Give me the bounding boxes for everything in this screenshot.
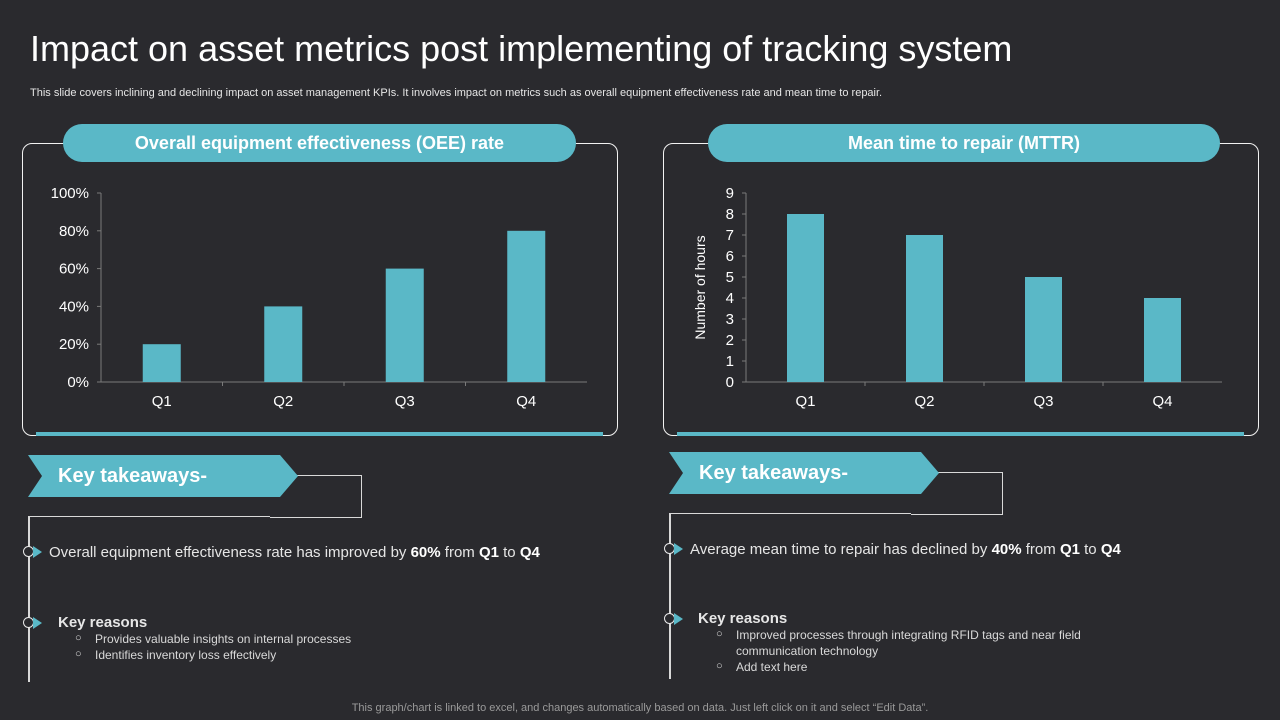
left-point-start: Q1: [478, 544, 499, 561]
x-tick-label: Q4: [516, 393, 536, 410]
y-tick-label: 3: [726, 311, 734, 328]
left-key-reasons-heading: Key reasons: [58, 614, 148, 631]
left-takeaways-connector: [270, 475, 362, 518]
left-timeline-line: [28, 516, 30, 682]
right-point-start: Q1: [1059, 541, 1080, 558]
right-reason-item: Improved processes through integrating R…: [716, 628, 1081, 642]
left-point-text: Overall equipment effectiveness rate has…: [49, 544, 411, 561]
bar-q3: [385, 268, 424, 382]
bar-q4: [1144, 298, 1181, 382]
right-reason-item-continued: communication technology: [736, 644, 879, 658]
y-tick-label: 2: [726, 332, 734, 349]
page-title: Impact on asset metrics post implementin…: [30, 28, 1013, 69]
bar-q4: [507, 230, 546, 382]
right-point-arrow-icon: [674, 543, 683, 555]
left-takeaway-point: Overall equipment effectiveness rate has…: [49, 544, 540, 561]
right-timeline-line: [669, 513, 671, 679]
x-tick-label: Q4: [1152, 393, 1172, 410]
x-tick-label: Q2: [914, 393, 934, 410]
mttr-panel-accent-bar: [677, 432, 1244, 436]
right-point-to: to: [1079, 541, 1101, 558]
right-takeaways-connector: [911, 472, 1003, 515]
y-tick-label: 9: [726, 185, 734, 202]
bar-q2: [906, 235, 943, 382]
mttr-chart-heading: Mean time to repair (MTTR): [708, 124, 1220, 162]
left-key-takeaways-banner: Key takeaways-: [28, 455, 298, 497]
y-axis-title: Number of hours: [692, 235, 708, 339]
left-reason-item: Identifies inventory loss effectively: [75, 648, 276, 662]
y-tick-label: 6: [726, 248, 734, 265]
bar-q1: [787, 214, 824, 382]
right-takeaway-point: Average mean time to repair has declined…: [690, 541, 1121, 558]
y-tick-label: 7: [726, 227, 734, 244]
right-reason-item: Add text here: [716, 660, 808, 674]
bar-q2: [264, 306, 303, 382]
right-key-reasons-heading: Key reasons: [698, 610, 788, 627]
y-tick-label: 5: [726, 269, 734, 286]
x-tick-label: Q3: [1033, 393, 1053, 410]
right-key-takeaways-label: Key takeaways-: [699, 462, 848, 484]
left-reasons-arrow-icon: [33, 617, 42, 629]
y-tick-label: 60%: [59, 261, 89, 278]
bar-q1: [142, 344, 181, 382]
right-point-end: Q4: [1100, 541, 1121, 558]
left-key-takeaways-label: Key takeaways-: [58, 465, 207, 487]
y-tick-label: 8: [726, 206, 734, 223]
x-tick-label: Q1: [152, 393, 172, 410]
right-key-takeaways-banner: Key takeaways-: [669, 452, 939, 494]
y-tick-label: 100%: [51, 185, 89, 202]
y-tick-label: 1: [726, 353, 734, 370]
bar-q3: [1025, 277, 1062, 382]
page-subtitle: This slide covers inclining and declinin…: [30, 87, 883, 99]
oee-chart-heading: Overall equipment effectiveness (OEE) ra…: [63, 124, 576, 162]
right-point-from: from: [1021, 541, 1060, 558]
banner-arrow-shape: [28, 455, 298, 497]
oee-panel-accent-bar: [36, 432, 603, 436]
left-reason-item: Provides valuable insights on internal p…: [75, 632, 351, 646]
left-point-percent: 60%: [410, 544, 441, 561]
left-point-end: Q4: [519, 544, 540, 561]
x-tick-label: Q3: [395, 393, 415, 410]
left-point-arrow-icon: [33, 546, 42, 558]
right-point-percent: 40%: [991, 541, 1022, 558]
banner-arrow-shape: [669, 452, 939, 494]
x-tick-label: Q2: [273, 393, 293, 410]
right-reasons-arrow-icon: [674, 613, 683, 625]
right-point-text: Average mean time to repair has declined…: [690, 541, 992, 558]
y-tick-label: 0%: [67, 374, 89, 391]
y-tick-label: 40%: [59, 298, 89, 315]
y-tick-label: 20%: [59, 336, 89, 353]
left-takeaways-connector-bottom: [28, 516, 270, 517]
left-point-to: to: [498, 544, 520, 561]
y-tick-label: 0: [726, 374, 734, 391]
y-tick-label: 4: [726, 290, 734, 307]
x-tick-label: Q1: [795, 393, 815, 410]
footer-note: This graph/chart is linked to excel, and…: [351, 702, 929, 714]
y-tick-label: 80%: [59, 223, 89, 240]
left-point-from: from: [440, 544, 479, 561]
right-takeaways-connector-bottom: [669, 513, 911, 514]
